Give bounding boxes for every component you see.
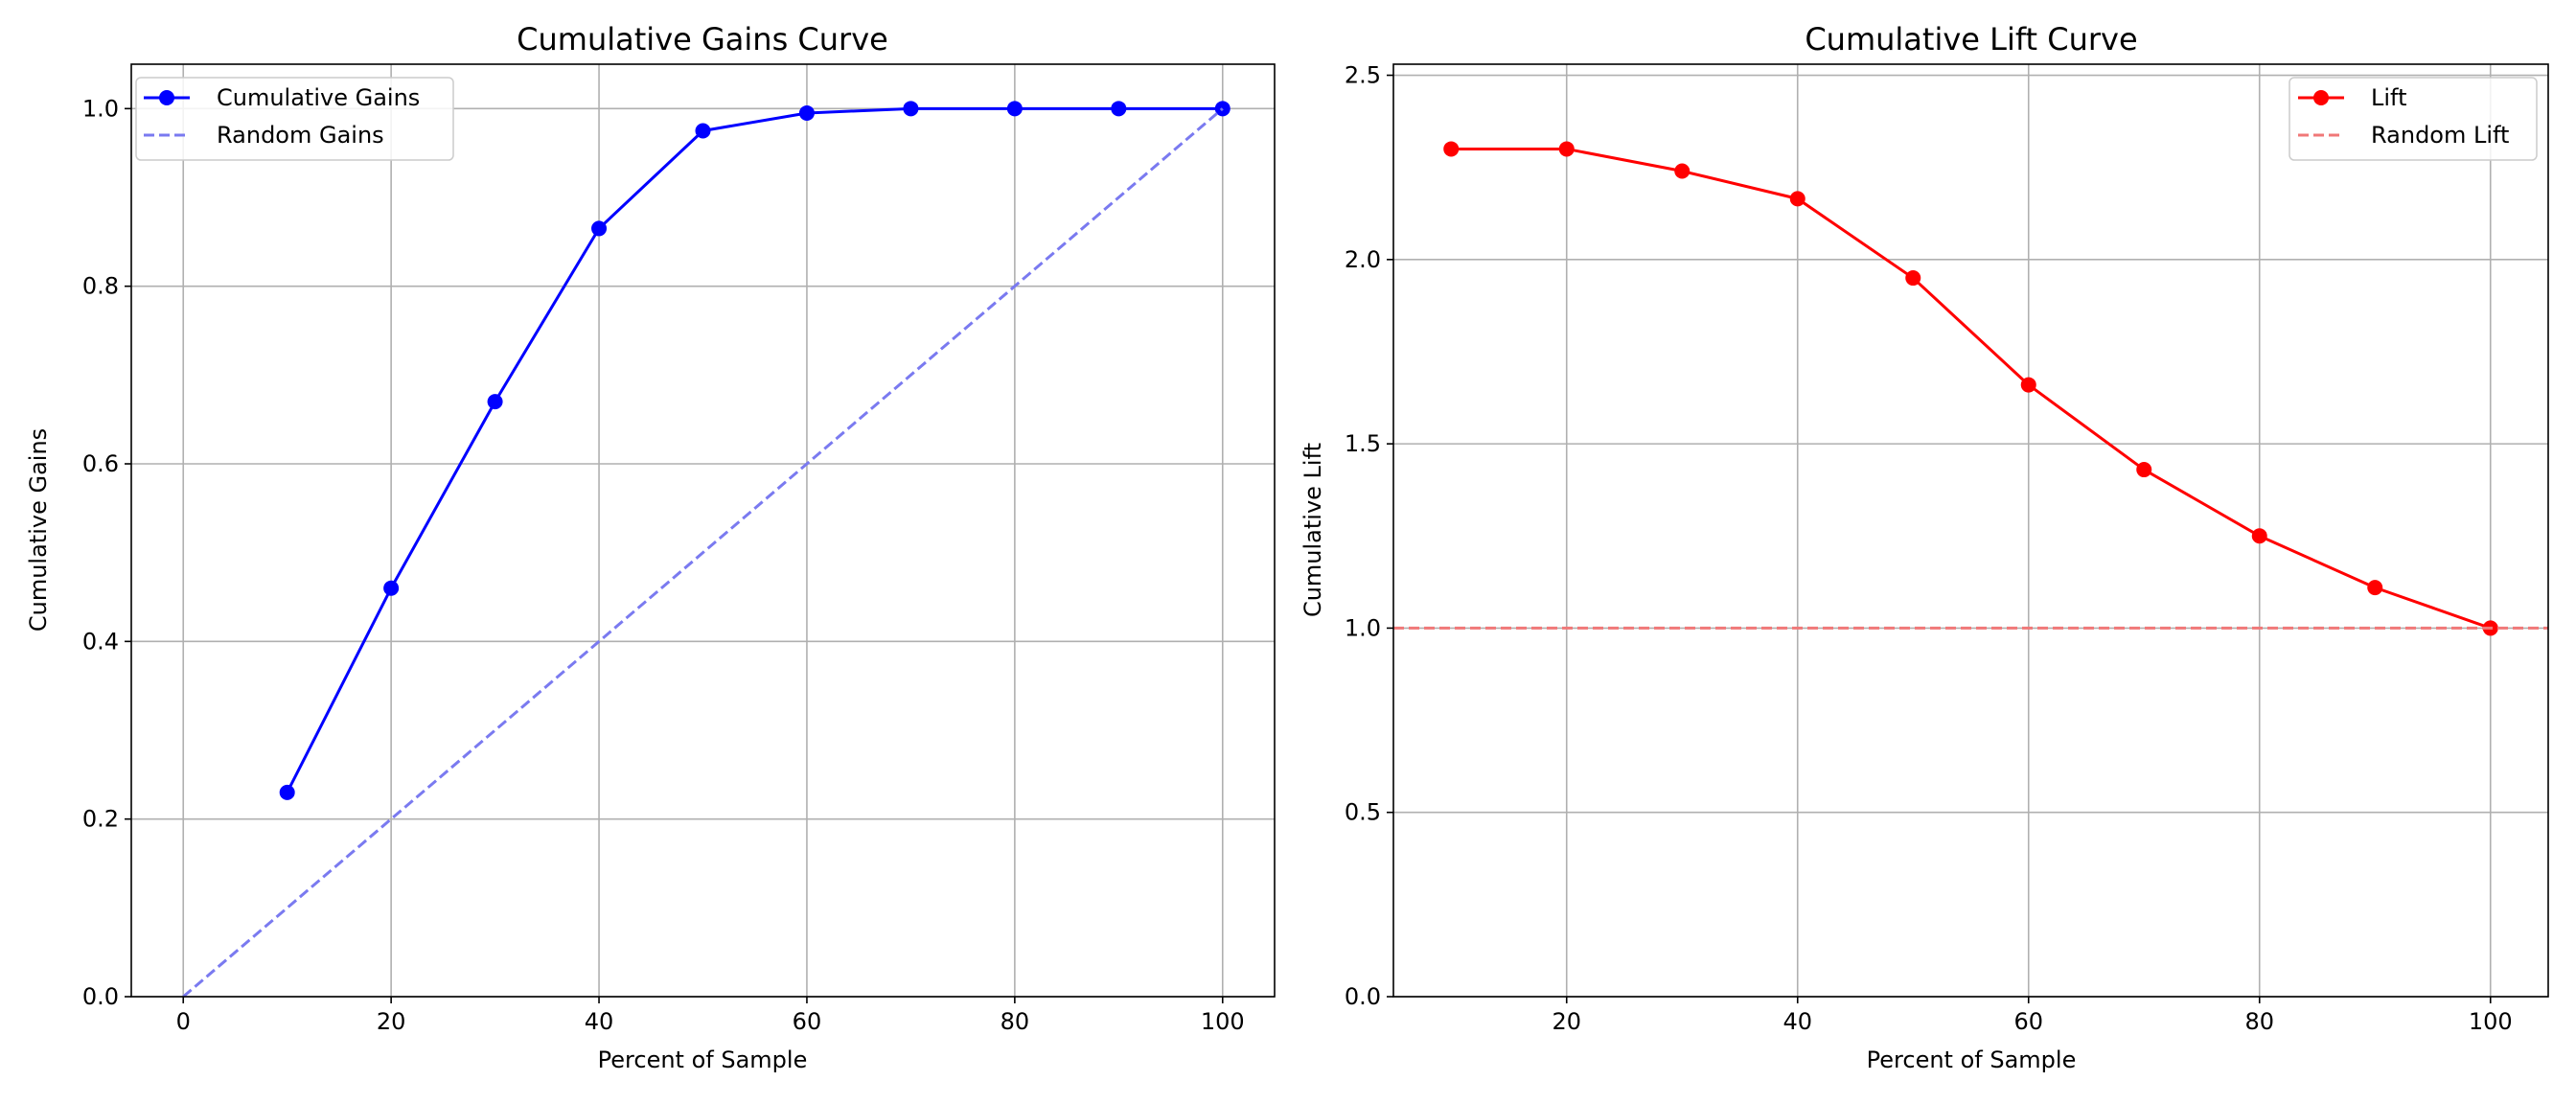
lift-y-tick-label: 2.5 (1345, 62, 1381, 89)
gains-legend-label-cumulative: Cumulative Gains (217, 84, 420, 111)
gains-y-tick-label: 0.6 (82, 450, 119, 477)
lift-legend-box (2288, 77, 2538, 161)
gains-series-cumulative-gains-point (798, 104, 815, 121)
lift-x-tick-label: 100 (2469, 1008, 2513, 1035)
lift-ticks: 20 40 60 80 100 0.0 0.5 1.0 1.5 2.0 2.5 (1345, 62, 2513, 1035)
lift-series-lift-point (2367, 580, 2383, 596)
lift-x-axis-label: Percent of Sample (1867, 1046, 2077, 1073)
lift-series-lift-point (1558, 141, 1575, 157)
gains-x-tick-label: 100 (1201, 1008, 1245, 1035)
gains-series-cumulative-gains-point (487, 394, 503, 410)
lift-y-tick-label: 2.0 (1345, 246, 1381, 273)
gains-series-cumulative-gains-point (903, 101, 919, 117)
gains-series-random-gains-line (182, 107, 1224, 999)
lift-x-tick-label: 60 (2013, 1008, 2043, 1035)
gains-legend-label-random: Random Gains (217, 122, 384, 149)
lift-x-tick-label: 80 (2244, 1008, 2274, 1035)
gains-chart-title: Cumulative Gains Curve (517, 21, 888, 58)
lift-series-lift-point (2020, 377, 2036, 393)
gains-plot-frame (130, 63, 1276, 998)
gains-series-cumulative-gains-point (383, 580, 400, 596)
gains-x-tick-label: 20 (377, 1008, 406, 1035)
lift-x-tick-label: 40 (1782, 1008, 1812, 1035)
lift-x-tick-label: 20 (1552, 1008, 1581, 1035)
lift-series-lift-point (1443, 141, 1460, 157)
gains-y-tick-label: 0.4 (82, 628, 119, 655)
lift-y-tick-label: 0.5 (1345, 799, 1381, 826)
lift-series-lift-point (1674, 163, 1690, 179)
lift-plot-frame (1392, 63, 2549, 998)
gains-legend: Cumulative Gains Random Gains (135, 77, 454, 161)
lift-y-axis-label: Cumulative Lift (1300, 443, 1326, 617)
gains-legend-box (135, 77, 454, 161)
lift-legend-marker-lift (2313, 90, 2329, 105)
lift-series-lift-point (2136, 462, 2152, 478)
lift-chart-title: Cumulative Lift Curve (1805, 21, 2137, 58)
lift-chart: 20 40 60 80 100 0.0 0.5 1.0 1.5 2.0 2.5 Cumulative… (1300, 21, 2549, 1073)
lift-series-lift-point (2251, 528, 2267, 544)
gains-y-axis-label: Cumulative Gains (25, 428, 52, 632)
lift-series-lift-line (1451, 147, 2492, 630)
gains-series-layer (182, 101, 1230, 999)
gains-series-cumulative-gains-point (591, 220, 608, 237)
lift-grid (1393, 64, 2548, 998)
lift-series-lift-point (1789, 191, 1806, 207)
lift-series-layer (1393, 141, 2548, 636)
gains-series-cumulative-gains-line (286, 106, 1223, 794)
gains-legend-marker-cumulative (159, 90, 174, 105)
lift-y-tick-label: 0.0 (1345, 983, 1381, 1010)
lift-legend: Lift Random Lift (2288, 77, 2538, 161)
gains-x-tick-label: 40 (585, 1008, 614, 1035)
gains-series-cumulative-gains-point (1006, 101, 1023, 117)
gains-x-axis-label: Percent of Sample (598, 1046, 808, 1073)
gains-x-tick-label: 0 (176, 1008, 191, 1035)
gains-ticks: 0 20 40 60 80 100 0.0 0.2 0.4 0.6 0.8 1.0 (82, 95, 1245, 1035)
lift-legend-label-lift: Lift (2371, 84, 2406, 111)
lift-legend-label-random: Random Lift (2371, 122, 2509, 149)
gains-y-tick-label: 0.0 (82, 983, 119, 1010)
gains-x-tick-label: 60 (793, 1008, 822, 1035)
gains-y-tick-label: 0.2 (82, 806, 119, 833)
gains-series-cumulative-gains-point (279, 784, 295, 800)
lift-y-tick-label: 1.5 (1345, 430, 1381, 457)
lift-series-lift-point (1905, 270, 1921, 287)
gains-series-cumulative-gains-point (1111, 101, 1127, 117)
gains-chart: 0 20 40 60 80 100 0.0 0.2 0.4 0.6 0.8 1.0 Cumulativ… (25, 21, 1276, 1073)
gains-series-cumulative-gains-point (695, 123, 711, 139)
gains-y-tick-label: 0.8 (82, 273, 119, 300)
gains-y-tick-label: 1.0 (82, 95, 119, 122)
lift-y-tick-label: 1.0 (1345, 614, 1381, 641)
gains-x-tick-label: 80 (1000, 1008, 1030, 1035)
